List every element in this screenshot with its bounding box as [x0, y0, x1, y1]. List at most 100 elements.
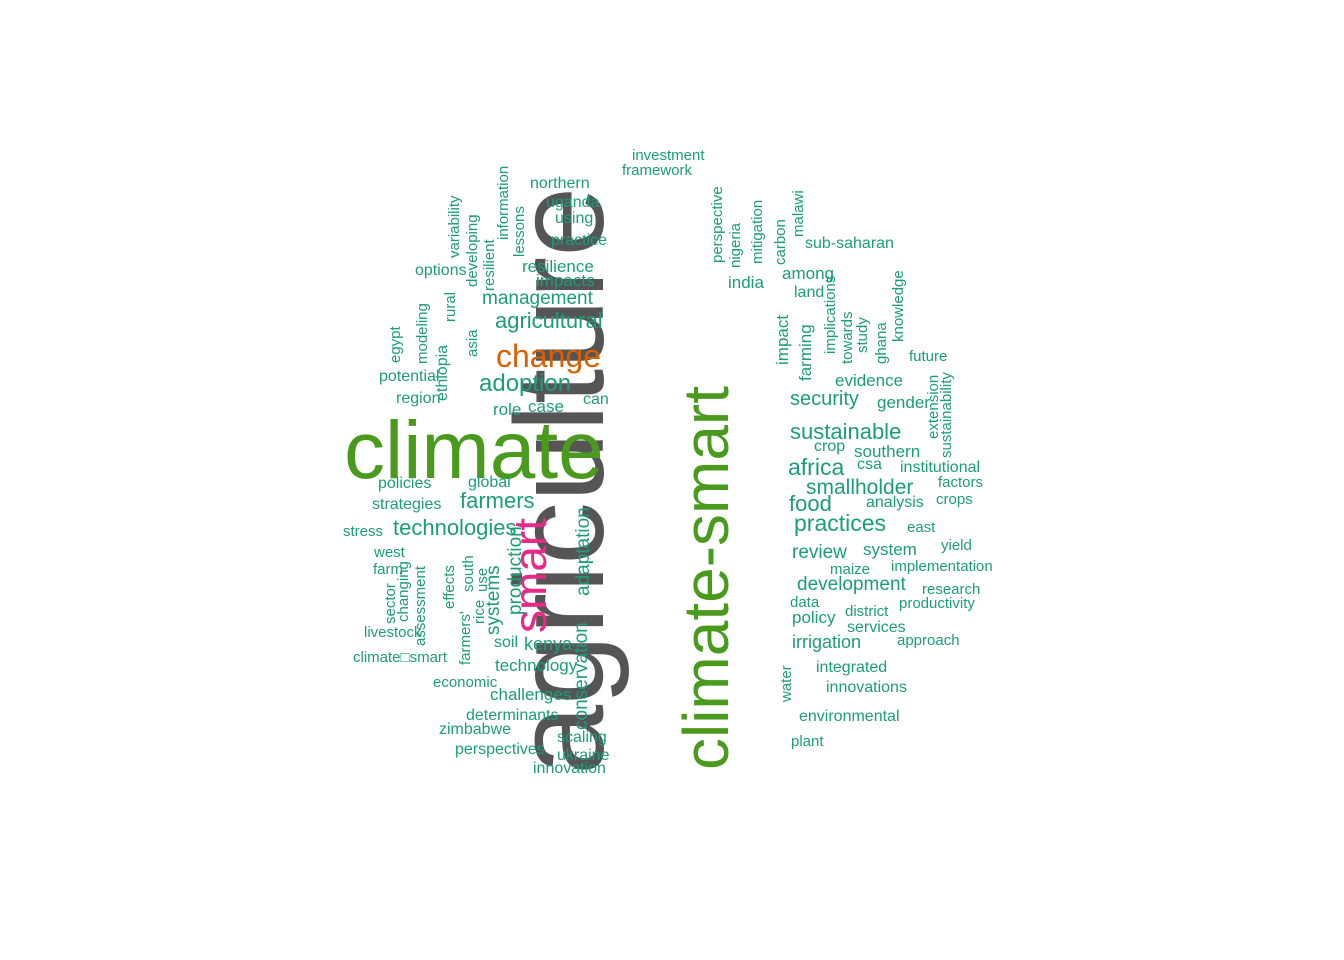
- word-91: csa: [857, 456, 882, 473]
- word-78: knowledge: [890, 270, 907, 342]
- word-19: framework: [622, 162, 693, 179]
- word-2: climate-smart: [670, 385, 742, 770]
- word-37: global: [468, 474, 511, 491]
- word-43: farm: [373, 561, 403, 578]
- word-20: information: [495, 165, 512, 240]
- word-45: sector: [382, 583, 399, 624]
- word-58: challenges: [490, 685, 572, 704]
- word-28: modeling: [414, 303, 431, 364]
- word-103: maize: [830, 561, 871, 578]
- word-102: yield: [941, 537, 972, 554]
- word-6: conservation: [571, 622, 592, 730]
- word-42: west: [374, 544, 405, 561]
- word-25: options: [415, 262, 467, 279]
- word-81: future: [909, 348, 948, 365]
- word-21: lessons: [511, 206, 528, 257]
- word-54: kenya: [524, 634, 573, 654]
- word-62: perspectives: [455, 741, 545, 758]
- word-113: irrigation: [792, 632, 862, 652]
- word-75: towards: [839, 311, 856, 364]
- word-29: egypt: [387, 326, 404, 363]
- word-111: services: [847, 619, 906, 636]
- word-27: asia: [464, 329, 481, 357]
- word-76: study: [854, 317, 871, 353]
- word-114: water: [778, 665, 795, 702]
- word-23: developing: [464, 214, 481, 287]
- word-32: region: [396, 390, 441, 407]
- word-67: mitigation: [749, 199, 766, 264]
- word-115: integrated: [816, 659, 888, 676]
- word-52: livestock: [364, 624, 422, 641]
- word-110: policy: [792, 608, 836, 627]
- word-100: review: [792, 542, 847, 563]
- word-61: scaling: [557, 729, 607, 746]
- word-74: implications: [822, 275, 839, 354]
- word-92: institutional: [900, 459, 981, 476]
- word-69: malawi: [790, 190, 807, 237]
- word-107: data: [790, 594, 820, 611]
- word-36: policies: [378, 475, 432, 492]
- word-22: resilient: [481, 239, 498, 291]
- word-39: farmers: [460, 488, 535, 513]
- word-33: role: [493, 400, 522, 419]
- word-16: uganda: [546, 194, 600, 211]
- word-10: agricultural: [495, 308, 603, 333]
- word-57: economic: [433, 674, 498, 691]
- word-24: variability: [446, 195, 463, 258]
- word-53: soil: [494, 634, 519, 651]
- word-89: southern: [854, 442, 921, 461]
- word-31: potential: [379, 368, 440, 385]
- word-47: effects: [441, 565, 458, 609]
- word-117: environmental: [799, 708, 900, 725]
- word-104: implementation: [891, 558, 993, 575]
- word-34: case: [528, 397, 564, 416]
- word-35: can: [583, 391, 609, 408]
- word-112: approach: [897, 632, 960, 649]
- word-118: plant: [791, 733, 824, 750]
- word-105: development: [797, 574, 906, 595]
- word-55: climate□smart: [353, 649, 448, 666]
- word-56: technology: [495, 656, 578, 675]
- word-64: innovation: [533, 760, 606, 777]
- word-68: carbon: [772, 219, 789, 265]
- word-63: ukraine: [557, 747, 610, 764]
- word-4: change: [496, 338, 601, 374]
- word-70: sub-saharan: [805, 235, 894, 252]
- word-87: sustainable: [790, 419, 902, 444]
- word-108: district: [845, 603, 889, 620]
- word-97: crops: [936, 491, 973, 508]
- word-5: adaptation: [573, 507, 594, 596]
- word-15: using: [555, 210, 594, 227]
- word-51: use: [474, 567, 491, 592]
- word-93: smallholder: [806, 476, 914, 499]
- word-60: zimbabwe: [439, 721, 512, 738]
- word-59: determinants: [466, 707, 559, 724]
- word-18: investment: [632, 147, 705, 164]
- word-109: productivity: [899, 595, 975, 612]
- word-98: practices: [794, 510, 887, 536]
- word-71: india: [728, 273, 764, 292]
- word-14: practice: [551, 232, 608, 249]
- word-84: sustainability: [938, 372, 955, 458]
- word-65: perspective: [709, 186, 726, 263]
- word-101: system: [863, 540, 917, 559]
- word-99: east: [907, 519, 936, 536]
- word-40: technologies: [393, 515, 517, 540]
- word-82: evidence: [835, 371, 904, 390]
- word-116: innovations: [826, 679, 907, 696]
- word-11: management: [482, 288, 593, 309]
- word-72: among: [782, 264, 834, 283]
- word-77: ghana: [873, 322, 890, 364]
- word-26: rural: [442, 291, 459, 322]
- word-90: africa: [788, 454, 845, 480]
- word-41: stress: [343, 523, 384, 540]
- word-88: crop: [814, 438, 846, 455]
- word-38: strategies: [372, 496, 442, 513]
- word-86: gender: [877, 393, 930, 412]
- word-66: nigeria: [727, 222, 744, 268]
- word-1: climate: [344, 405, 604, 496]
- word-85: security: [790, 388, 859, 410]
- word-94: factors: [938, 474, 984, 491]
- word-80: farming: [796, 324, 815, 381]
